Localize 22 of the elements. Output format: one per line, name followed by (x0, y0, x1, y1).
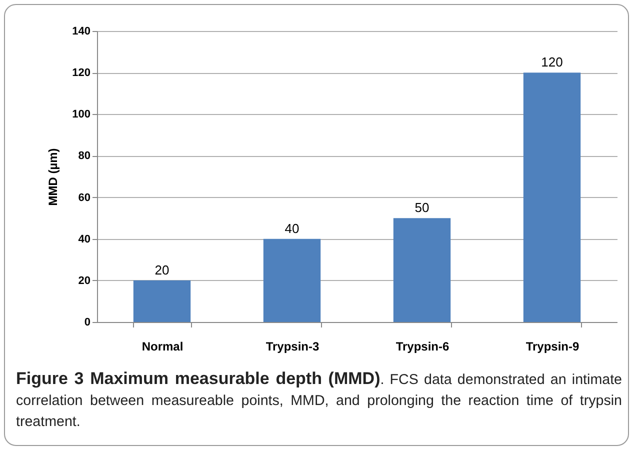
y-tick-label: 40 (78, 233, 90, 246)
bar (133, 280, 191, 322)
data-label: 120 (541, 54, 563, 70)
data-label: 40 (284, 220, 300, 236)
bar (523, 72, 581, 322)
y-tick-label: 60 (78, 192, 90, 204)
y-tick-label: 20 (78, 274, 90, 287)
y-axis-title: MMD (µm) (46, 148, 60, 206)
x-tick-label: Trypsin-6 (396, 340, 450, 354)
y-tick-label: 0 (84, 316, 90, 328)
text: Figure 3 Maximum measurable depth (MMD) (16, 369, 380, 388)
x-tick-label: Trypsin-9 (526, 340, 580, 354)
y-tick-label: 100 (72, 108, 90, 121)
y-tick-label: 80 (78, 150, 90, 162)
bar (263, 238, 321, 322)
y-tick-label: 120 (72, 67, 90, 80)
bar (393, 218, 451, 322)
y-tick-label: 140 (72, 26, 90, 38)
x-tick-label: Trypsin-3 (266, 340, 320, 354)
x-tick-label: Normal (142, 340, 184, 354)
data-label: 20 (154, 262, 170, 278)
data-label: 50 (414, 200, 430, 216)
